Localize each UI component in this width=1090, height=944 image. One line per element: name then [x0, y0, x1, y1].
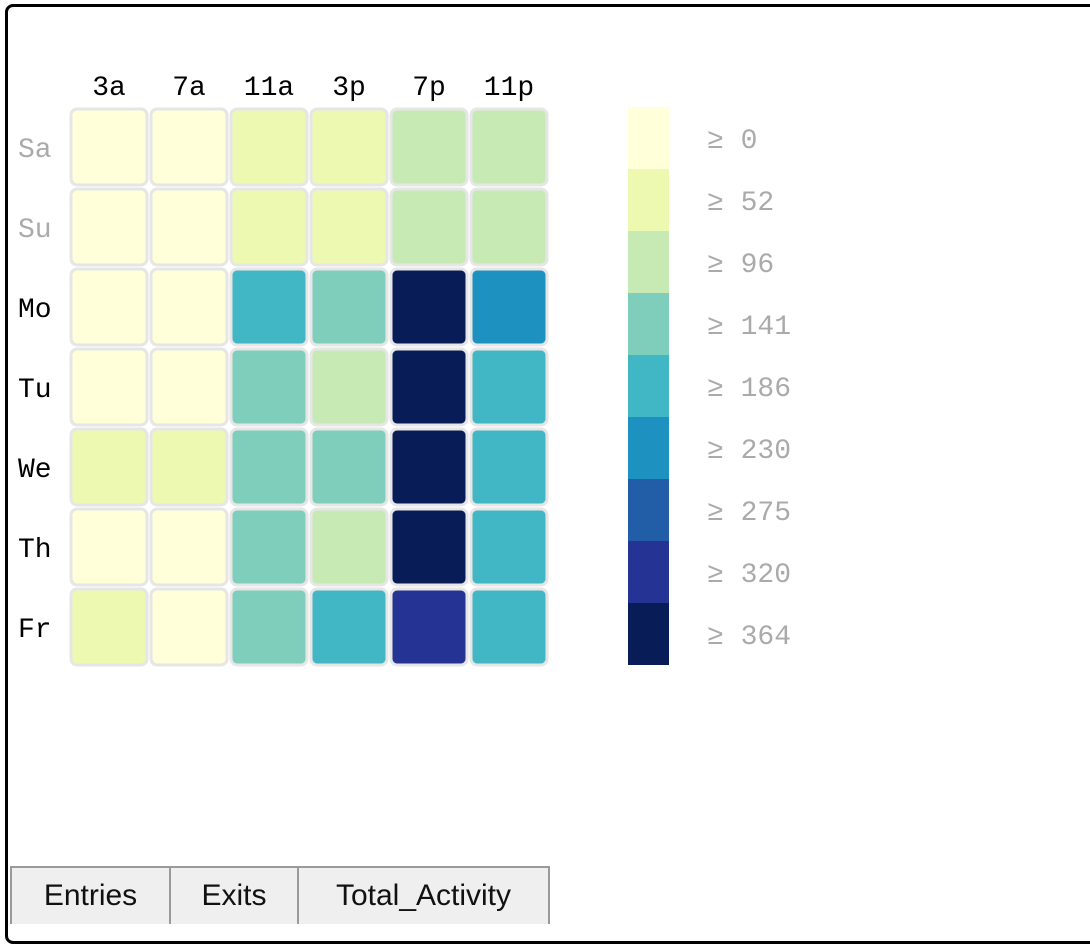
dataset-tabs: Entries Exits Total_Activity	[10, 866, 550, 924]
tab-total-activity[interactable]: Total_Activity	[297, 866, 550, 924]
legend-label: ≥ 186	[707, 374, 791, 405]
heatmap-cell[interactable]	[229, 507, 309, 587]
heatmap-cell[interactable]	[469, 187, 549, 267]
heatmap-cell[interactable]	[229, 107, 309, 187]
heatmap-cell[interactable]	[389, 187, 469, 267]
heatmap-cell[interactable]	[229, 347, 309, 427]
legend-swatch	[628, 231, 669, 293]
y-tick-label: Th	[18, 535, 52, 566]
y-axis-labels: Sa Su Mo Tu We Th Fr	[18, 135, 52, 646]
legend-swatch	[628, 479, 669, 541]
legend-swatch	[628, 169, 669, 231]
x-tick-label: 7a	[172, 73, 206, 104]
legend-swatch	[628, 107, 669, 169]
heatmap-cell[interactable]	[149, 587, 229, 667]
heatmap-cell[interactable]	[69, 187, 149, 267]
x-tick-label: 3a	[92, 73, 126, 104]
legend-label: ≥ 96	[707, 250, 774, 281]
heatmap-cell[interactable]	[229, 187, 309, 267]
x-tick-label: 3p	[332, 73, 366, 104]
legend-label: ≥ 230	[707, 436, 791, 467]
heatmap-cell[interactable]	[69, 507, 149, 587]
legend-swatch	[628, 603, 669, 665]
heatmap-cell[interactable]	[469, 427, 549, 507]
heatmap-cell[interactable]	[309, 187, 389, 267]
legend-swatch	[628, 355, 669, 417]
heatmap-cells	[69, 107, 549, 667]
heatmap-cell[interactable]	[469, 347, 549, 427]
heatmap-cell[interactable]	[309, 507, 389, 587]
heatmap-cell[interactable]	[389, 507, 469, 587]
heatmap-cell[interactable]	[309, 107, 389, 187]
heatmap-cell[interactable]	[469, 587, 549, 667]
x-tick-label: 11p	[484, 73, 534, 104]
legend-label: ≥ 141	[707, 312, 791, 343]
heatmap-cell[interactable]	[69, 267, 149, 347]
heatmap-cell[interactable]	[309, 347, 389, 427]
legend-label: ≥ 275	[707, 498, 791, 529]
heatmap-cell[interactable]	[149, 507, 229, 587]
x-axis-labels: 3a 7a 11a 3p 7p 11p	[92, 73, 534, 104]
heatmap-cell[interactable]	[469, 107, 549, 187]
legend-swatches	[628, 107, 669, 665]
heatmap-cell[interactable]	[309, 587, 389, 667]
x-tick-label: 11a	[244, 73, 294, 104]
y-tick-label: Su	[18, 215, 52, 246]
legend-label: ≥ 364	[707, 622, 791, 653]
x-tick-label: 7p	[412, 73, 446, 104]
heatmap-cell[interactable]	[149, 107, 229, 187]
legend-swatch	[628, 541, 669, 603]
heatmap-cell[interactable]	[149, 267, 229, 347]
heatmap-cell[interactable]	[389, 267, 469, 347]
heatmap-cell[interactable]	[389, 427, 469, 507]
heatmap-cell[interactable]	[389, 347, 469, 427]
y-tick-label: Fr	[18, 615, 52, 646]
heatmap-cell[interactable]	[469, 267, 549, 347]
heatmap-cell[interactable]	[69, 347, 149, 427]
heatmap-cell[interactable]	[149, 347, 229, 427]
heatmap-cell[interactable]	[149, 427, 229, 507]
heatmap-cell[interactable]	[229, 587, 309, 667]
heatmap-chart: 3a 7a 11a 3p 7p 11p Sa Su Mo Tu We Th Fr ≥ 0 ≥ 52 ≥ 9…	[18, 73, 791, 667]
heatmap-cell[interactable]	[309, 427, 389, 507]
y-tick-label: Tu	[18, 375, 52, 406]
legend-labels: ≥ 0 ≥ 52 ≥ 96 ≥ 141 ≥ 186 ≥ 230 ≥ 275 ≥ 320 ≥ 36…	[707, 126, 791, 653]
legend-swatch	[628, 293, 669, 355]
legend-label: ≥ 52	[707, 188, 774, 219]
heatmap-cell[interactable]	[69, 107, 149, 187]
heatmap-cell[interactable]	[149, 187, 229, 267]
y-tick-label: Sa	[18, 135, 52, 166]
legend-label: ≥ 320	[707, 560, 791, 591]
heatmap-cell[interactable]	[229, 427, 309, 507]
heatmap-cell[interactable]	[389, 587, 469, 667]
tab-exits[interactable]: Exits	[169, 866, 299, 924]
legend-label: ≥ 0	[707, 126, 757, 157]
heatmap-cell[interactable]	[389, 107, 469, 187]
y-tick-label: Mo	[18, 295, 52, 326]
heatmap-cell[interactable]	[69, 427, 149, 507]
heatmap-cell[interactable]	[69, 587, 149, 667]
legend-swatch	[628, 417, 669, 479]
y-tick-label: We	[18, 455, 52, 486]
heatmap-cell[interactable]	[229, 267, 309, 347]
heatmap-cell[interactable]	[309, 267, 389, 347]
heatmap-cell[interactable]	[469, 507, 549, 587]
tab-entries[interactable]: Entries	[10, 866, 171, 924]
